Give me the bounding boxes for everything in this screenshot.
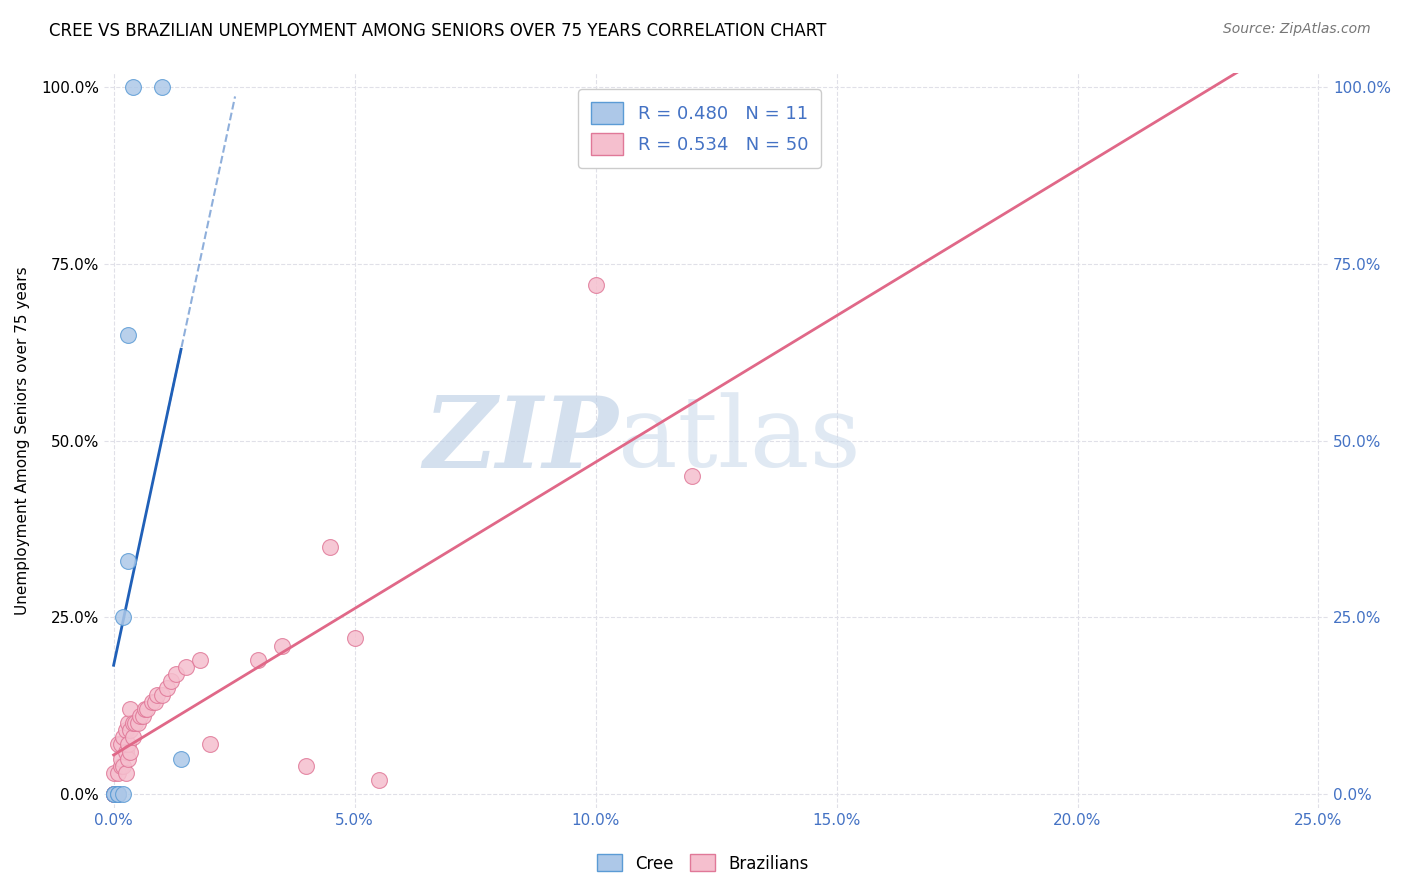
Point	[120, 723, 142, 738]
Point	[146, 688, 169, 702]
Point	[117, 327, 139, 342]
Point	[110, 758, 132, 772]
Point	[170, 751, 193, 765]
Point	[136, 702, 159, 716]
Point	[103, 787, 125, 801]
Point	[156, 681, 179, 695]
Point	[103, 787, 125, 801]
Point	[105, 787, 128, 801]
Point	[319, 540, 342, 554]
Legend: Cree, Brazilians: Cree, Brazilians	[591, 847, 815, 880]
Point	[190, 653, 212, 667]
Point	[247, 653, 270, 667]
Point	[122, 80, 145, 95]
Point	[107, 787, 129, 801]
Point	[174, 659, 197, 673]
Text: CREE VS BRAZILIAN UNEMPLOYMENT AMONG SENIORS OVER 75 YEARS CORRELATION CHART: CREE VS BRAZILIAN UNEMPLOYMENT AMONG SEN…	[49, 22, 827, 40]
Point	[114, 745, 136, 759]
Point	[112, 787, 135, 801]
Point	[150, 80, 173, 95]
Point	[143, 695, 166, 709]
Point	[110, 738, 132, 752]
Text: ZIP: ZIP	[423, 392, 619, 489]
Legend: R = 0.480   N = 11, R = 0.534   N = 50: R = 0.480 N = 11, R = 0.534 N = 50	[578, 89, 821, 168]
Point	[134, 702, 156, 716]
Point	[114, 765, 136, 780]
Point	[129, 709, 152, 723]
Point	[112, 758, 135, 772]
Point	[271, 639, 294, 653]
Y-axis label: Unemployment Among Seniors over 75 years: Unemployment Among Seniors over 75 years	[15, 266, 30, 615]
Point	[343, 632, 366, 646]
Point	[112, 610, 135, 624]
Point	[120, 702, 142, 716]
Point	[103, 787, 125, 801]
Point	[124, 716, 146, 731]
Point	[120, 745, 142, 759]
Point	[117, 716, 139, 731]
Point	[103, 787, 125, 801]
Point	[103, 765, 125, 780]
Text: Source: ZipAtlas.com: Source: ZipAtlas.com	[1223, 22, 1371, 37]
Point	[160, 673, 183, 688]
Point	[117, 738, 139, 752]
Point	[107, 787, 129, 801]
Text: atlas: atlas	[619, 392, 860, 489]
Point	[165, 666, 187, 681]
Point	[107, 765, 129, 780]
Point	[105, 787, 128, 801]
Point	[681, 468, 703, 483]
Point	[107, 787, 129, 801]
Point	[295, 758, 318, 772]
Point	[141, 695, 163, 709]
Point	[117, 554, 139, 568]
Point	[127, 716, 149, 731]
Point	[122, 731, 145, 745]
Point	[198, 738, 221, 752]
Point	[585, 278, 607, 293]
Point	[110, 751, 132, 765]
Point	[367, 772, 389, 787]
Point	[107, 738, 129, 752]
Point	[117, 751, 139, 765]
Point	[114, 723, 136, 738]
Point	[103, 787, 125, 801]
Point	[131, 709, 153, 723]
Point	[112, 731, 135, 745]
Point	[122, 716, 145, 731]
Point	[150, 688, 173, 702]
Point	[103, 787, 125, 801]
